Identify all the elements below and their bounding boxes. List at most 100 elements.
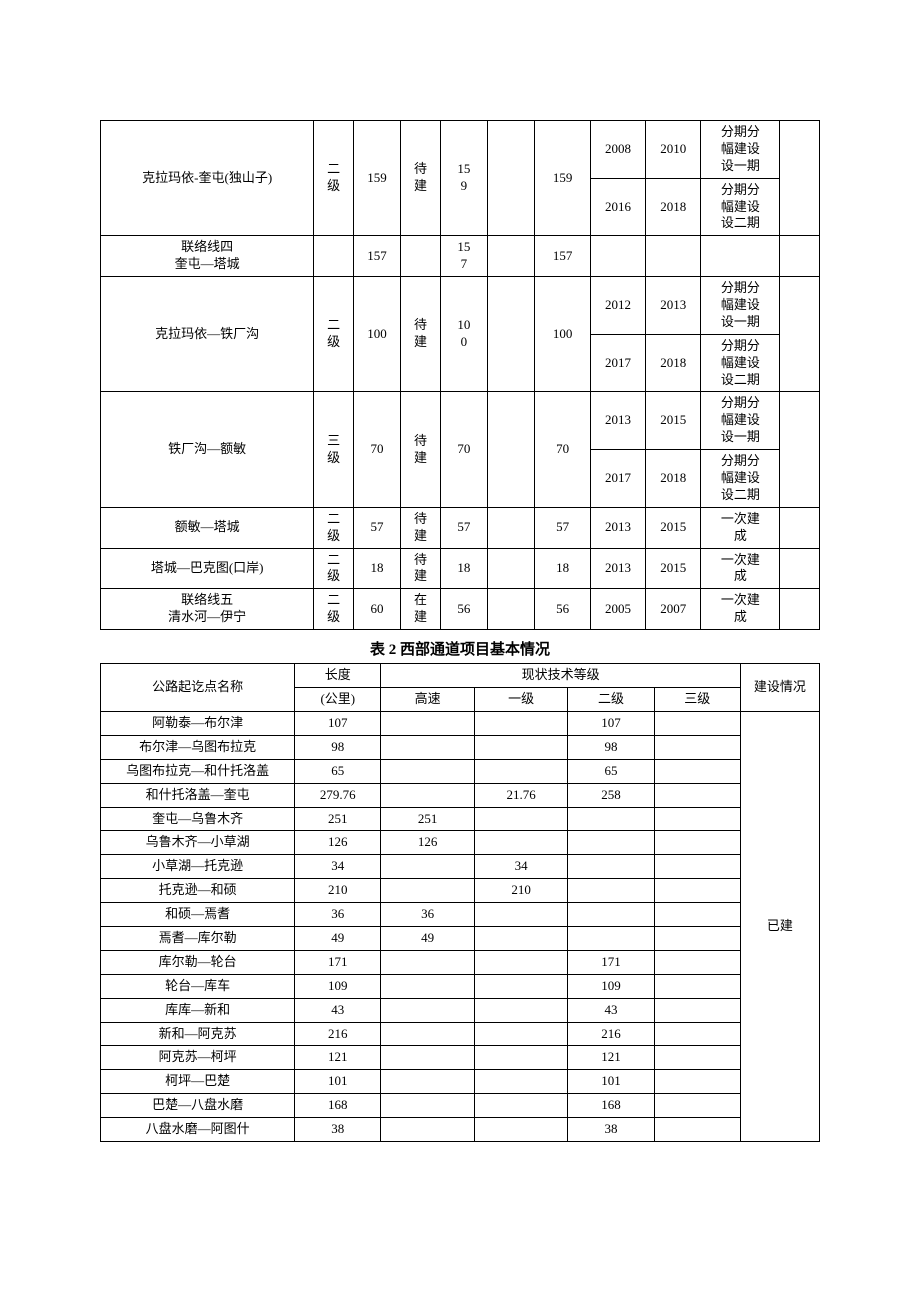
table-row: 联络线五清水河—伊宁二级60在建565620052007一次建成: [101, 589, 820, 630]
cell-a: 157: [440, 236, 487, 277]
table-row: 库库—新和4343: [101, 998, 820, 1022]
table-row: 巴楚—八盘水磨168168: [101, 1094, 820, 1118]
cell-c3: 258: [568, 783, 654, 807]
cell-y1: 2013: [590, 548, 645, 589]
cell-y2: 2018: [646, 178, 701, 236]
cell-c1: [381, 1118, 474, 1142]
cell-y2: 2013: [646, 277, 701, 335]
cell-c3: 43: [568, 998, 654, 1022]
table-1: 克拉玛依-奎屯(独山子)二级159待建15915920082010分期分幅建设设…: [100, 120, 820, 630]
cell-c: 70: [535, 392, 590, 507]
cell-len: 43: [295, 998, 381, 1022]
cell-c3: 109: [568, 974, 654, 998]
cell-level: 二级: [314, 589, 353, 630]
cell-name: 八盘水磨—阿图什: [101, 1118, 295, 1142]
cell-name: 新和—阿克苏: [101, 1022, 295, 1046]
cell-note: 一次建成: [701, 548, 780, 589]
cell-len: 171: [295, 950, 381, 974]
cell-c2: [474, 759, 567, 783]
cell-len: 98: [295, 735, 381, 759]
cell-y2: 2018: [646, 450, 701, 508]
cell-name: 库库—新和: [101, 998, 295, 1022]
cell-len: 279.76: [295, 783, 381, 807]
cell-len: 57: [353, 507, 400, 548]
cell-c1: [381, 950, 474, 974]
cell-name: 奎屯—乌鲁木齐: [101, 807, 295, 831]
cell-status: 在建: [401, 589, 440, 630]
table-row: 和什托洛盖—奎屯279.7621.76258: [101, 783, 820, 807]
cell-c1: 36: [381, 903, 474, 927]
cell-level: 二级: [314, 507, 353, 548]
cell-name: 托克逊—和硕: [101, 879, 295, 903]
cell-name: 额敏—塔城: [101, 507, 314, 548]
cell-c4: [654, 783, 740, 807]
cell-len: 159: [353, 121, 400, 236]
cell-c: 159: [535, 121, 590, 236]
cell-c4: [654, 974, 740, 998]
cell-empty: [780, 548, 820, 589]
cell-c1: [381, 1022, 474, 1046]
hdr-tech: 现状技术等级: [381, 664, 740, 688]
cell-c4: [654, 1046, 740, 1070]
table-row: 库尔勒—轮台171171: [101, 950, 820, 974]
cell-c2: [474, 974, 567, 998]
hdr-c1: 高速: [381, 688, 474, 712]
cell-c4: [654, 1094, 740, 1118]
cell-c1: [381, 1094, 474, 1118]
table-row: 克拉玛依—铁厂沟二级100待建10010020122013分期分幅建设设一期: [101, 277, 820, 335]
cell-c2: 34: [474, 855, 567, 879]
cell-name: 小草湖—托克逊: [101, 855, 295, 879]
cell-y1: 2008: [590, 121, 645, 179]
cell-name: 克拉玛依-奎屯(独山子): [101, 121, 314, 236]
table-row: 额敏—塔城二级57待建575720132015一次建成: [101, 507, 820, 548]
hdr-name: 公路起讫点名称: [101, 664, 295, 712]
cell-c3: 121: [568, 1046, 654, 1070]
cell-note: 分期分幅建设设一期: [701, 121, 780, 179]
cell-c2: [474, 1022, 567, 1046]
cell-len: 126: [295, 831, 381, 855]
cell-b: [488, 121, 535, 236]
cell-len: 107: [295, 711, 381, 735]
cell-name: 联络线四奎屯—塔城: [101, 236, 314, 277]
cell-c: 56: [535, 589, 590, 630]
table-row: 奎屯—乌鲁木齐251251: [101, 807, 820, 831]
cell-c3: 101: [568, 1070, 654, 1094]
table-2-title: 表 2 西部通道项目基本情况: [100, 638, 820, 659]
cell-len: 121: [295, 1046, 381, 1070]
cell-y2: 2010: [646, 121, 701, 179]
cell-c4: [654, 926, 740, 950]
cell-name: 焉耆—库尔勒: [101, 926, 295, 950]
cell-c2: [474, 807, 567, 831]
cell-c1: [381, 855, 474, 879]
cell-len: 109: [295, 974, 381, 998]
cell-c2: [474, 998, 567, 1022]
cell-c3: [568, 831, 654, 855]
cell-c3: 168: [568, 1094, 654, 1118]
cell-len: 216: [295, 1022, 381, 1046]
cell-name: 库尔勒—轮台: [101, 950, 295, 974]
cell-a: 100: [440, 277, 487, 392]
cell-empty: [780, 236, 820, 277]
cell-c4: [654, 831, 740, 855]
cell-c3: [568, 879, 654, 903]
table-row: 阿勒泰—布尔津107107已建: [101, 711, 820, 735]
cell-c: 18: [535, 548, 590, 589]
cell-c4: [654, 903, 740, 927]
table-row: 小草湖—托克逊3434: [101, 855, 820, 879]
cell-c1: [381, 998, 474, 1022]
cell-status: 待建: [401, 392, 440, 507]
cell-y1: 2017: [590, 334, 645, 392]
cell-b: [488, 392, 535, 507]
cell-len: 18: [353, 548, 400, 589]
cell-status: 待建: [401, 121, 440, 236]
cell-name: 联络线五清水河—伊宁: [101, 589, 314, 630]
cell-c1: 49: [381, 926, 474, 950]
cell-name: 和硕—焉耆: [101, 903, 295, 927]
cell-empty: [780, 121, 820, 236]
hdr-length-unit: (公里): [295, 688, 381, 712]
table-row: 柯坪—巴楚101101: [101, 1070, 820, 1094]
table-row: 联络线四奎屯—塔城157157157: [101, 236, 820, 277]
cell-a: 57: [440, 507, 487, 548]
cell-len: 70: [353, 392, 400, 507]
cell-len: 65: [295, 759, 381, 783]
